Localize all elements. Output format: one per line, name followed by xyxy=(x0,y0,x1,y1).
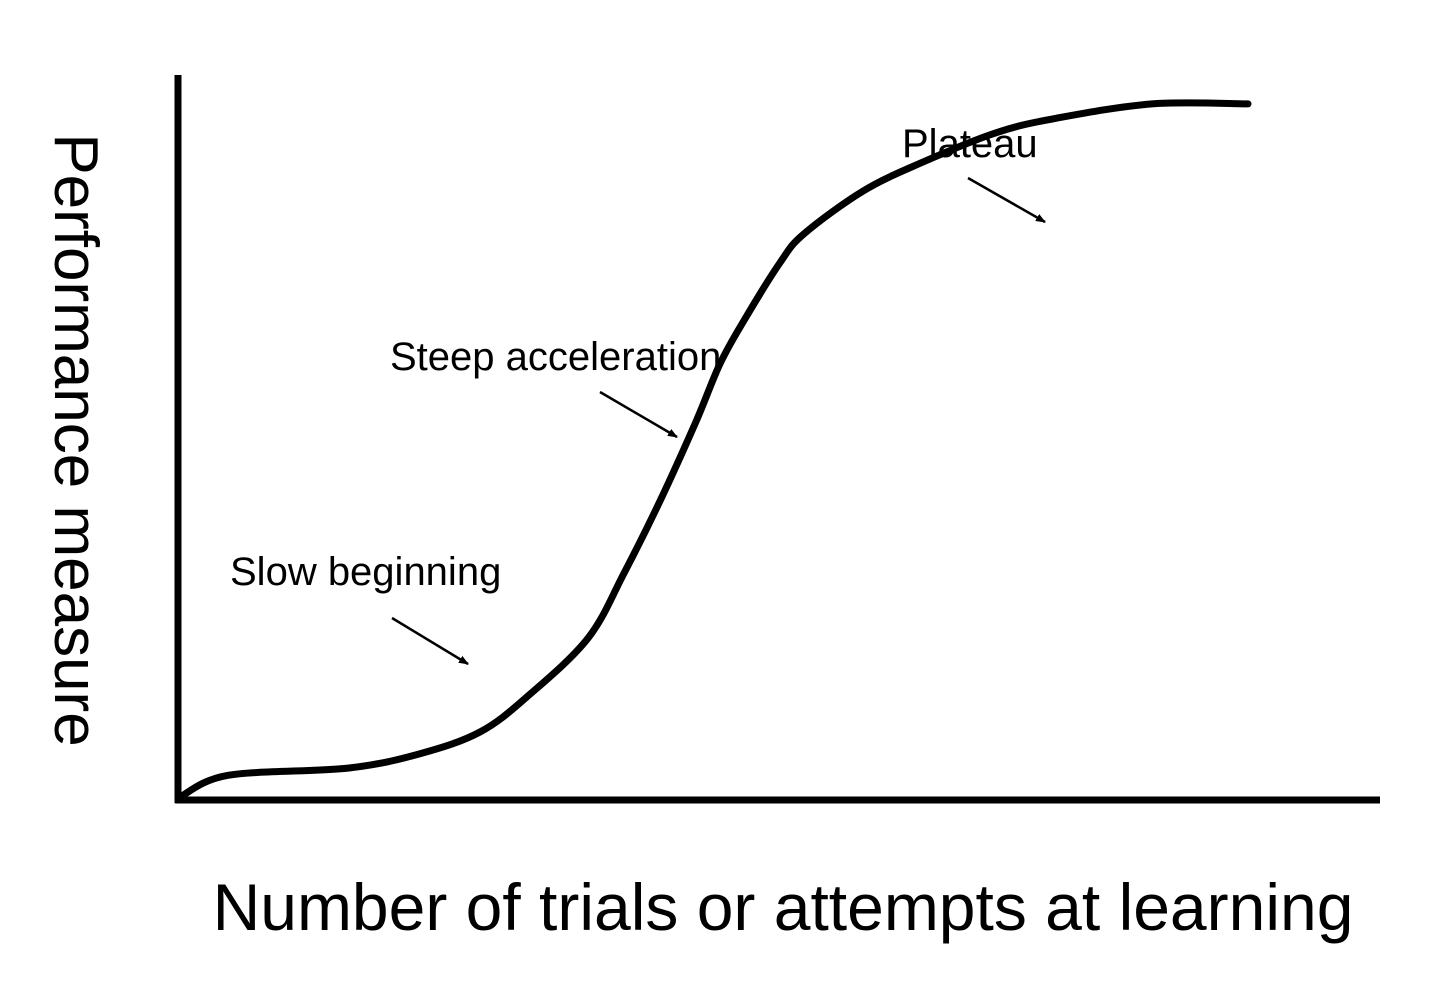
learning-curve-line xyxy=(176,99,1252,801)
annotation-steep-acceleration: Steep acceleration xyxy=(390,335,721,379)
annotation-slow-beginning: Slow beginning xyxy=(230,550,501,594)
x-axis-label: Number of trials or attempts at learning xyxy=(213,870,1354,944)
y-axis-label: Performance measure xyxy=(41,133,110,746)
annotation-plateau: Plateau xyxy=(902,122,1038,166)
arrow-slow-beginning xyxy=(391,616,469,666)
arrow-plateau xyxy=(967,176,1046,224)
arrow-steep-acceleration xyxy=(599,390,678,439)
